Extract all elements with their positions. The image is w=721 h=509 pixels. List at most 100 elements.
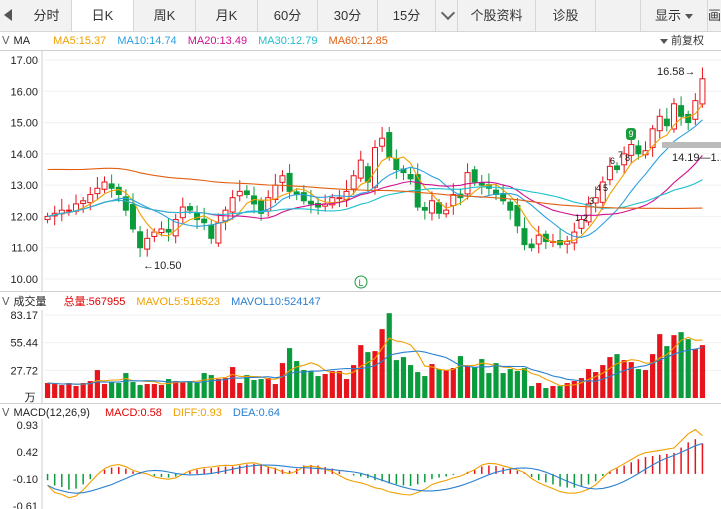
volume-bar [358,345,364,398]
tab-weekly-k[interactable]: 周K [134,0,196,31]
candle-body [599,181,606,203]
collapse-icon[interactable]: ᐯ [2,407,10,419]
tab-30min[interactable]: 30分 [318,0,378,31]
volume-bar [272,384,278,398]
volume-bar [429,364,435,398]
macd-title: MACD(12,26,9) [13,407,90,419]
volume-bar [52,384,58,398]
volume-bar [329,371,335,398]
volume-bar [116,383,122,398]
candle-body [421,207,428,211]
candlestick-chart[interactable]: 17.00 16.00 15.00 14.00 13.00 12.00 11.00 10.00… [0,51,721,291]
volume-bar [500,373,506,398]
tab-diagnosis[interactable]: 诊股 [536,0,596,31]
volume-bar [301,370,307,398]
candle-body [65,209,72,212]
volume-bar [493,363,499,398]
volume-bar [73,386,79,398]
volume-bar [464,365,471,398]
volume-bar [201,373,207,398]
volume-tick-label: 27.72 [10,365,38,377]
candle-body [80,200,87,204]
candle-body [186,206,193,211]
sequence-number: 4 [596,183,601,193]
volume-header: ᐯ 成交量 总量:567955 MAVOL5:516523 MAVOL10:524… [0,294,329,310]
price-tick-label: 12.00 [10,211,38,223]
collapse-icon[interactable]: ᐯ [2,35,10,47]
volume-bar [94,370,100,398]
candle-body [101,181,108,190]
tab-60min[interactable]: 60分 [258,0,318,31]
volume-bar [365,352,371,398]
candle-body [407,174,414,180]
candle-body [307,200,314,205]
draw-tool-tab[interactable]: 画 [708,8,721,23]
dea-line [47,442,703,494]
candle-body [542,233,549,242]
volume-bar [315,376,321,398]
volume-bar [87,381,93,398]
volume-bar [521,368,528,398]
diff-line [47,428,703,499]
tab-intraday[interactable]: 分时 [22,0,72,31]
mavol5-value: MAVOL5:516523 [136,296,220,308]
price-tick-label: 11.00 [11,243,38,255]
candle-body [165,228,172,233]
volume-bar [578,378,585,398]
volume-bar [685,339,691,398]
more-periods-button[interactable] [436,0,458,31]
candle-body [685,113,692,124]
candle-body [578,219,585,229]
volume-bar [372,351,378,398]
ma-title: MA [13,35,31,47]
collapse-icon[interactable]: ᐯ [2,296,10,308]
volume-bar [550,386,556,398]
macd-tick-label: -0.10 [13,474,38,486]
macd-chart[interactable]: 0.93 0.42 -0.10 -0.61 [0,419,721,509]
volume-bar [699,345,706,398]
volume-bar [642,370,649,398]
tab-daily-k[interactable]: 日K [72,0,134,31]
volume-bar [593,372,599,398]
volume-bar [265,378,271,398]
tab-15min[interactable]: 15分 [378,0,436,31]
signal-badge-text: 9 [628,129,633,139]
volume-bar [222,378,229,398]
candle-body [571,231,578,244]
candle-body [635,145,642,155]
ma60-value: MA60:12.85 [328,35,388,47]
volume-bar [158,385,165,398]
mavol10-value: MAVOL10:524147 [231,296,321,308]
candle-body [471,169,478,183]
candle-body [201,218,208,224]
adjust-caret-icon [660,38,668,44]
low-price-label: ←10.50 [143,260,182,272]
candle-body [585,203,592,223]
volume-bar [671,335,677,398]
volume-bar [472,367,478,398]
volume-bar [322,374,328,398]
candle-body [493,189,500,196]
tab-stock-profile[interactable]: 个股资料 [458,0,536,31]
price-tick-label: 15.00 [10,118,38,130]
candle-body [521,228,528,246]
display-dropdown[interactable]: 显示 [640,0,708,31]
candle-body [336,197,343,200]
tab-monthly-k[interactable]: 月K [196,0,258,31]
candle-body [243,190,250,196]
candle-body [208,224,215,239]
ma10-line [47,119,703,238]
volume-bar [443,370,449,398]
back-arrow-icon[interactable] [4,9,12,21]
price-tick-label: 10.00 [10,274,38,286]
volume-bar [144,384,150,398]
volume-bar [635,369,641,398]
volume-bar [479,359,485,398]
l-marker-icon [354,275,368,289]
candle-body [379,137,386,147]
adjust-dropdown[interactable]: 前复权 [660,33,712,49]
volume-chart[interactable]: 83.17 55.44 27.72 万 [0,310,721,403]
candle-body [564,240,571,245]
volume-bar [187,381,193,398]
volume-bar [585,369,592,398]
